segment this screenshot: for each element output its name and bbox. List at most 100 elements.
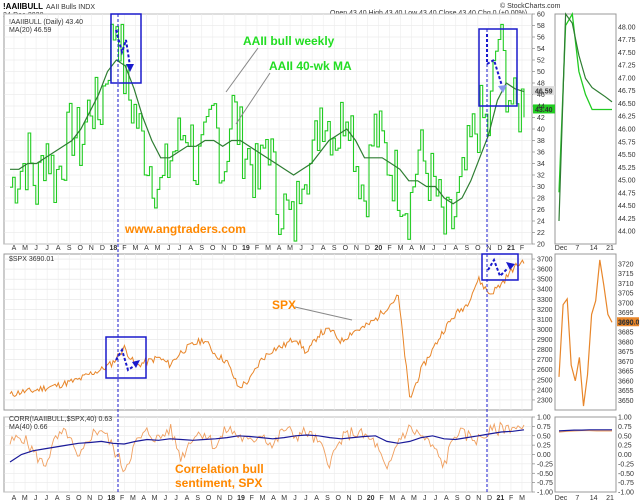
- last-value-bull: 43.40: [535, 107, 553, 114]
- x-tick-label: J: [299, 245, 303, 252]
- zoom-y-label: 0.00: [618, 452, 632, 459]
- zoom-y-label: 3660: [618, 378, 634, 385]
- x-tick-label: N: [354, 245, 359, 252]
- legend-bull-ma: MA(20) 46.59: [9, 27, 52, 34]
- x-tick-label: J: [304, 495, 308, 502]
- zoom-y-label: 46.25: [618, 114, 636, 121]
- y-tick-label: 0.00: [537, 452, 551, 459]
- trend-arrow-2020-bull: [486, 34, 503, 87]
- x-tick-label: J: [45, 245, 49, 252]
- legend-corr: CORR(!AAIIBULL,$SPX,40) 0.63: [9, 416, 112, 423]
- y-tick-label: 48: [537, 81, 545, 88]
- x-tick-label: 20: [375, 245, 383, 252]
- annotation-bull-weekly: AAII bull weekly: [243, 34, 335, 48]
- zoom-x-label-bottom: Dec: [555, 495, 568, 502]
- x-tick-label: D: [497, 245, 502, 252]
- x-tick-label: D: [232, 245, 237, 252]
- x-tick-label: J: [178, 245, 182, 252]
- x-tick-label: A: [271, 495, 276, 502]
- y-tick-label: -1.00: [537, 490, 553, 497]
- trend-arrow-2018-bull: [115, 29, 131, 67]
- y-tick-label: 2300: [537, 397, 553, 404]
- annotation-spx: SPX: [272, 298, 296, 312]
- y-tick-label: 2400: [537, 387, 553, 394]
- x-tick-label: A: [401, 495, 406, 502]
- x-tick-label: D: [365, 245, 370, 252]
- x-tick-label: F: [387, 245, 391, 252]
- x-tick-label: O: [78, 245, 84, 252]
- header-credit: © StockCharts.com: [500, 2, 561, 10]
- x-tick-label: N: [221, 245, 226, 252]
- y-tick-label: 34: [537, 161, 545, 168]
- highlight-box-2018-spx: [105, 336, 147, 379]
- series-spx: [9, 259, 525, 398]
- y-tick-label: 52: [537, 58, 545, 65]
- x-tick-label: O: [206, 495, 212, 502]
- annotation-ma-pointer: [235, 72, 271, 125]
- y-tick-label: 28: [537, 196, 545, 203]
- zoom-y-label: 44.00: [618, 229, 636, 236]
- header-symbol: !AAIIBULL: [3, 2, 43, 11]
- x-tick-label: S: [332, 245, 337, 252]
- x-tick-label: 21: [496, 495, 504, 502]
- highlight-box-2020-bull: [478, 28, 518, 107]
- y-tick-label: 3200: [537, 307, 553, 314]
- zoom-y-label: 3700: [618, 300, 634, 307]
- x-tick-label: D: [357, 495, 362, 502]
- trend-arrowhead-2018-spx: [132, 360, 140, 368]
- zoom-y-label: 45.50: [618, 152, 636, 159]
- x-tick-label: F: [379, 495, 383, 502]
- annotation-corr-line2: sentiment, SPX: [175, 476, 262, 490]
- x-tick-label: M: [260, 495, 266, 502]
- y-tick-label: 2900: [537, 337, 553, 344]
- y-tick-label: 3500: [537, 277, 553, 284]
- y-tick-label: 56: [537, 35, 545, 42]
- highlight-box-2020-spx: [481, 253, 519, 281]
- zoom-y-label: 46.00: [618, 127, 636, 134]
- x-tick-label: M: [22, 495, 28, 502]
- zoom-y-label: -0.75: [618, 480, 634, 487]
- last-value-bull-bg: [533, 104, 555, 114]
- x-tick-label: S: [67, 245, 72, 252]
- zoom-y-label: 44.25: [618, 216, 636, 223]
- x-tick-label: O: [465, 495, 471, 502]
- zoom-y-label: 3650: [618, 398, 634, 405]
- zoom-y-label: 0.75: [618, 424, 632, 431]
- x-tick-label: D: [100, 245, 105, 252]
- trend-arrowhead-2020-spx: [506, 262, 515, 270]
- x-tick-label: M: [22, 245, 28, 252]
- x-tick-label: M: [411, 495, 417, 502]
- zoom-y-label: 46.75: [618, 88, 636, 95]
- series-correlation: [9, 421, 525, 473]
- y-tick-label: 26: [537, 207, 545, 214]
- x-tick-label: A: [277, 245, 282, 252]
- zoom-y-label: 0.25: [618, 443, 632, 450]
- x-tick-label: J: [423, 495, 427, 502]
- zoom-y-label: 3710: [618, 281, 634, 288]
- y-tick-label: 2800: [537, 347, 553, 354]
- x-tick-label: 19: [242, 245, 250, 252]
- x-tick-label: M: [265, 245, 271, 252]
- legend-bull: !AAIIBULL (Daily) 43.40: [9, 19, 83, 26]
- zoom-y-label: 0.50: [618, 433, 632, 440]
- annotation-corr-line1: Correlation bull: [175, 462, 264, 476]
- y-tick-label: -0.75: [537, 480, 553, 487]
- zoom-y-label: -1.00: [618, 490, 634, 497]
- annotation-website: www.angtraders.com: [124, 222, 246, 236]
- zoom-last-value-spx: 3690.01: [618, 320, 640, 327]
- header-name: AAII Bulls INDX: [46, 4, 95, 11]
- y-tick-label: 24: [537, 219, 545, 226]
- y-tick-label: 44: [537, 104, 545, 111]
- zoom-y-label: 47.75: [618, 37, 636, 44]
- y-tick-label: 3100: [537, 317, 553, 324]
- y-tick-label: 2700: [537, 357, 553, 364]
- zoom-panel-3: [554, 416, 617, 493]
- x-tick-label: A: [188, 245, 193, 252]
- annotation-bull-pointer: [225, 47, 259, 93]
- x-tick-label: N: [347, 495, 352, 502]
- x-tick-label: S: [195, 495, 200, 502]
- x-tick-label: J: [293, 495, 297, 502]
- y-tick-label: 58: [537, 23, 545, 30]
- x-tick-label: N: [217, 495, 222, 502]
- last-value-ma: 46.59: [535, 88, 553, 95]
